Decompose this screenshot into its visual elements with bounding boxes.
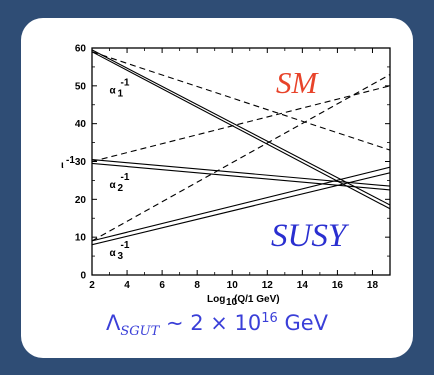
x-tick-label: 18 xyxy=(367,280,379,291)
y-axis-label-sup: -1 xyxy=(66,155,75,166)
y-tick-label: 0 xyxy=(80,271,86,282)
susy-annotation: SUSY xyxy=(271,218,350,254)
alpha-label-2: α xyxy=(110,180,117,191)
x-tick-label: 2 xyxy=(89,280,95,291)
alpha-label-sup-3: -1 xyxy=(121,240,130,251)
susy-line-5 xyxy=(92,159,390,187)
x-tick-label: 4 xyxy=(124,280,130,291)
sm-line-2 xyxy=(92,74,390,242)
sm-line-1 xyxy=(92,85,390,163)
x-tick-label: 8 xyxy=(194,280,200,291)
susy-line-4 xyxy=(92,51,390,210)
x-tick-label: 14 xyxy=(297,280,309,291)
y-tick-label: 40 xyxy=(75,119,87,130)
lambda-symbol: Λ xyxy=(105,311,121,335)
x-tick-label: 6 xyxy=(159,280,165,291)
unit-text: GeV xyxy=(277,311,329,335)
y-tick-label: 20 xyxy=(75,195,87,206)
alpha-label-sub-3: 3 xyxy=(118,251,124,262)
slide-card: 2 4 6 8 10 12 14 16 18 0 10 20 30 40 50 60 ι -1 Log 10 (Q/1 … xyxy=(21,18,413,358)
relation-text: ∼ 2 × 10 xyxy=(159,311,262,335)
sgut-scale-formula: ΛSGUT ∼ 2 × 1016 GeV xyxy=(21,311,413,339)
y-tick-label: 50 xyxy=(75,81,87,92)
x-tick-label: 10 xyxy=(227,280,239,291)
x-axis-label-sub: 10 xyxy=(226,297,238,308)
exponent: 16 xyxy=(261,311,278,326)
x-axis-label-rest: (Q/1 GeV) xyxy=(234,294,280,305)
alpha-label-sup-1: -1 xyxy=(121,77,130,88)
y-tick-label: 10 xyxy=(75,233,87,244)
x-tick-label: 16 xyxy=(332,280,344,291)
alpha-label-sub-2: 2 xyxy=(118,183,124,194)
y-tick-label: 60 xyxy=(75,44,87,55)
x-axis-label: Log xyxy=(207,294,225,305)
sm-annotation: SM xyxy=(276,65,320,100)
alpha-label-sub-1: 1 xyxy=(118,88,124,99)
sgut-subscript: SGUT xyxy=(120,324,160,340)
susy-line-7 xyxy=(92,166,390,242)
x-tick-label: 12 xyxy=(262,280,274,291)
sm-line-0 xyxy=(92,51,390,151)
alpha-label-1: α xyxy=(110,85,117,96)
susy-line-6 xyxy=(92,162,390,191)
y-tick-label: 30 xyxy=(75,157,87,168)
y-axis-label: ι xyxy=(61,160,64,171)
alpha-label-sup-2: -1 xyxy=(121,172,130,183)
susy-line-8 xyxy=(92,172,390,246)
alpha-label-3: α xyxy=(110,248,117,259)
